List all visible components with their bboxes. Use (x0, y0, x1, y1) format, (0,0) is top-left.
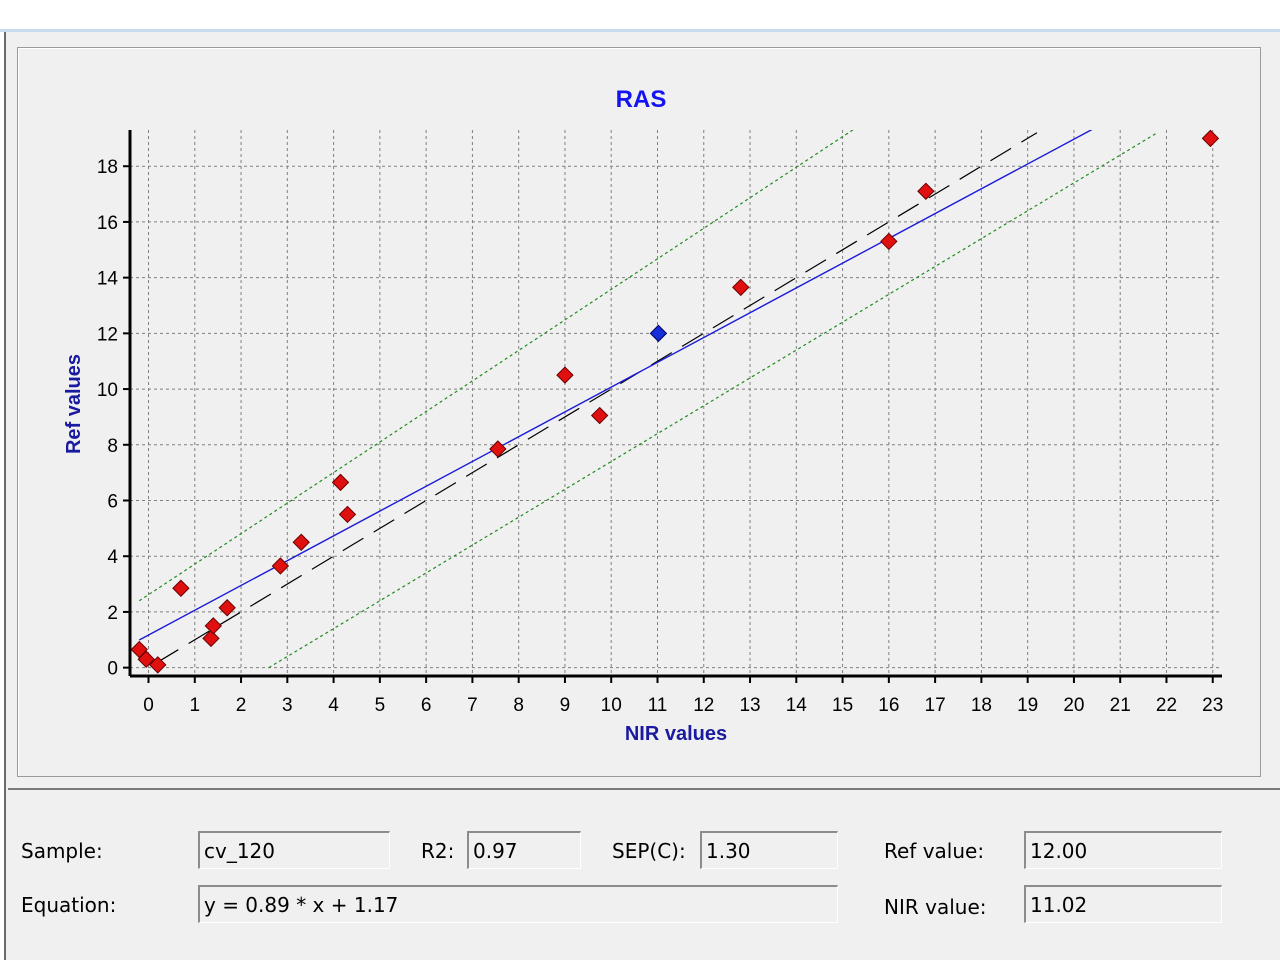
chart-panel (17, 47, 1261, 777)
data-point[interactable] (204, 617, 222, 635)
fit-lines (138, 130, 1093, 663)
grid (130, 130, 1222, 676)
x-tick-label: 18 (971, 695, 992, 716)
ideal-line (157, 132, 1038, 663)
x-tick-label: 14 (786, 695, 808, 716)
data-point[interactable] (202, 629, 220, 648)
x-tick-label: 3 (282, 695, 293, 716)
chart-title: RAS (616, 86, 667, 113)
sep-field[interactable]: 1.30 (700, 831, 838, 869)
x-axis-label: NIR values (625, 723, 727, 745)
y-tick-label: 10 (97, 380, 118, 401)
x-tick-label: 21 (1110, 695, 1131, 716)
x-tick-label: 1 (189, 695, 200, 716)
y-tick-label: 6 (107, 492, 118, 513)
data-point[interactable] (149, 656, 167, 674)
x-tick-label: 4 (328, 695, 339, 716)
ref-value-field[interactable]: 12.00 (1024, 831, 1222, 869)
nir-value-field[interactable]: 11.02 (1024, 885, 1222, 923)
x-tick-label: 13 (739, 695, 760, 716)
sep-label: SEP(C): (612, 839, 686, 863)
panel-divider (8, 788, 1280, 790)
x-tick-label: 19 (1017, 695, 1038, 716)
confidence-band (138, 130, 1158, 669)
x-tick-label: 8 (513, 695, 524, 716)
x-tick-label: 12 (693, 695, 714, 716)
y-tick-label: 16 (97, 213, 118, 234)
data-point[interactable] (271, 557, 290, 575)
selected-data-point[interactable] (649, 324, 668, 343)
nir-value-label: NIR value: (884, 895, 987, 919)
x-tick-label: 7 (467, 695, 478, 716)
y-tick-label: 2 (107, 603, 118, 624)
r2-field[interactable]: 0.97 (467, 831, 581, 869)
y-axis-label: Ref values (63, 354, 85, 454)
data-point[interactable] (732, 278, 750, 297)
y-tick-label: 12 (97, 324, 118, 345)
y-tick-label: 4 (107, 547, 118, 568)
data-point[interactable] (917, 182, 935, 200)
x-tick-label: 0 (143, 695, 154, 716)
x-tick-label: 22 (1156, 695, 1177, 716)
window-top-area (0, 0, 1280, 30)
data-point[interactable] (338, 505, 357, 524)
data-point[interactable] (218, 599, 236, 617)
x-tick-label: 23 (1202, 695, 1223, 716)
x-tick-label: 11 (648, 695, 668, 716)
window-top-border (0, 29, 1280, 32)
data-point[interactable] (331, 473, 350, 492)
x-tick-label: 6 (421, 695, 432, 716)
data-point[interactable] (1201, 129, 1220, 148)
y-tick-label: 8 (107, 436, 118, 457)
x-tick-label: 17 (925, 695, 946, 716)
x-tick-label: 20 (1063, 695, 1084, 716)
data-point[interactable] (590, 406, 609, 425)
data-point[interactable] (292, 533, 310, 551)
sample-field[interactable]: cv_120 (198, 831, 390, 869)
equation-label: Equation: (21, 893, 117, 917)
sample-label: Sample: (21, 839, 103, 863)
data-point[interactable] (137, 650, 155, 668)
tick-labels: 0 1 2 3 4 5 6 7 8 9 10 11 12 13 14 15 16 17 18 19 20 21 22 2302… (97, 157, 1223, 716)
lower-band-line (268, 132, 1158, 669)
equation-field[interactable]: y = 0.89 * x + 1.17 (198, 885, 838, 923)
x-tick-label: 2 (236, 695, 247, 716)
r2-label: R2: (421, 839, 455, 863)
y-tick-label: 18 (97, 157, 118, 178)
regression-line (138, 130, 1093, 641)
data-points[interactable] (130, 129, 1220, 674)
y-tick-label: 14 (97, 269, 119, 290)
axes (123, 130, 1222, 683)
upper-band-line (138, 130, 854, 602)
x-tick-label: 9 (560, 695, 571, 716)
data-point[interactable] (172, 579, 190, 597)
data-point[interactable] (489, 440, 507, 458)
data-point[interactable] (880, 232, 898, 251)
scatter-chart[interactable]: 0 1 2 3 4 5 6 7 8 9 10 11 12 13 14 15 16 17 18 19 20 21 22 2302… (0, 0, 1280, 790)
ref-value-label: Ref value: (884, 839, 985, 863)
y-tick-label: 0 (107, 659, 118, 680)
x-tick-label: 16 (878, 695, 899, 716)
x-tick-label: 10 (601, 695, 622, 716)
x-tick-label: 5 (375, 695, 386, 716)
data-point[interactable] (556, 366, 574, 384)
x-tick-label: 15 (832, 695, 853, 716)
